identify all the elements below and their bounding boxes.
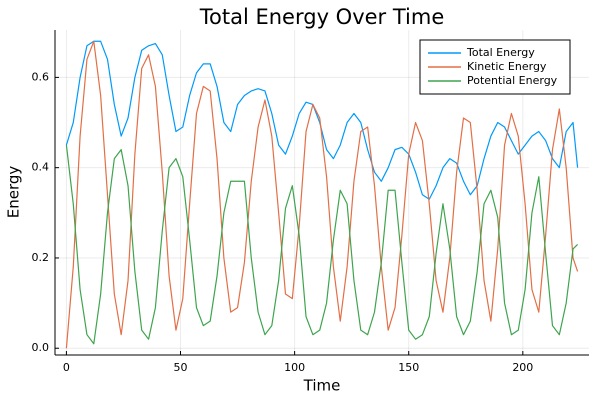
chart-title: Total Energy Over Time (199, 5, 445, 29)
y-ticks: 0.0 0.2 0.4 0.6 (32, 70, 59, 354)
y-tick-label: 0.2 (32, 251, 50, 264)
x-tick-label: 0 (63, 361, 70, 374)
y-tick-label: 0.6 (32, 70, 50, 83)
series-lines (65, 40, 579, 349)
x-tick-label: 200 (512, 361, 533, 374)
legend-label-total-energy: Total Energy (466, 46, 535, 59)
x-tick-label: 50 (174, 361, 188, 374)
axes (54, 30, 589, 356)
series-line-kinetic-energy (65, 40, 579, 349)
x-tick-label: 100 (284, 361, 305, 374)
x-ticks: 0 50 100 150 200 (63, 351, 533, 374)
y-tick-label: 0.4 (32, 161, 50, 174)
legend-label-kinetic-energy: Kinetic Energy (467, 60, 547, 73)
x-tick-label: 150 (398, 361, 419, 374)
legend-label-potential-energy: Potential Energy (467, 74, 558, 87)
y-axis-label: Energy (5, 166, 23, 219)
y-tick-label: 0.0 (32, 341, 50, 354)
series-line-total-energy (65, 40, 579, 200)
series-line-potential-energy (65, 145, 579, 345)
x-axis-label: Time (303, 377, 341, 395)
